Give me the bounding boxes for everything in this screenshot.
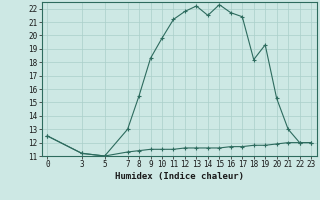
X-axis label: Humidex (Indice chaleur): Humidex (Indice chaleur): [115, 172, 244, 181]
